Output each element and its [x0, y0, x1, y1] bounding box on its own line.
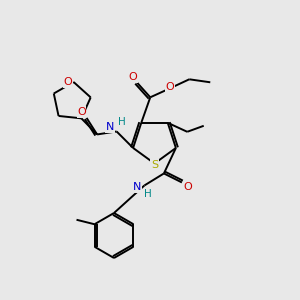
- Text: N: N: [133, 182, 141, 192]
- Text: O: O: [129, 72, 137, 82]
- Text: O: O: [165, 82, 174, 92]
- Text: S: S: [151, 160, 158, 170]
- Text: N: N: [106, 122, 114, 132]
- Text: H: H: [118, 118, 126, 128]
- Text: O: O: [184, 182, 192, 192]
- Text: O: O: [64, 77, 73, 87]
- Text: O: O: [77, 107, 86, 117]
- Text: H: H: [143, 189, 151, 199]
